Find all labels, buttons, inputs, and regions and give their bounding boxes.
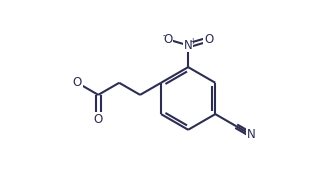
Text: O: O: [163, 33, 172, 46]
Text: N: N: [184, 39, 193, 52]
Text: O: O: [73, 76, 82, 89]
Text: O: O: [204, 33, 213, 46]
Text: -: -: [163, 31, 166, 40]
Text: N: N: [247, 128, 255, 141]
Text: +: +: [189, 37, 195, 46]
Text: O: O: [93, 113, 103, 125]
